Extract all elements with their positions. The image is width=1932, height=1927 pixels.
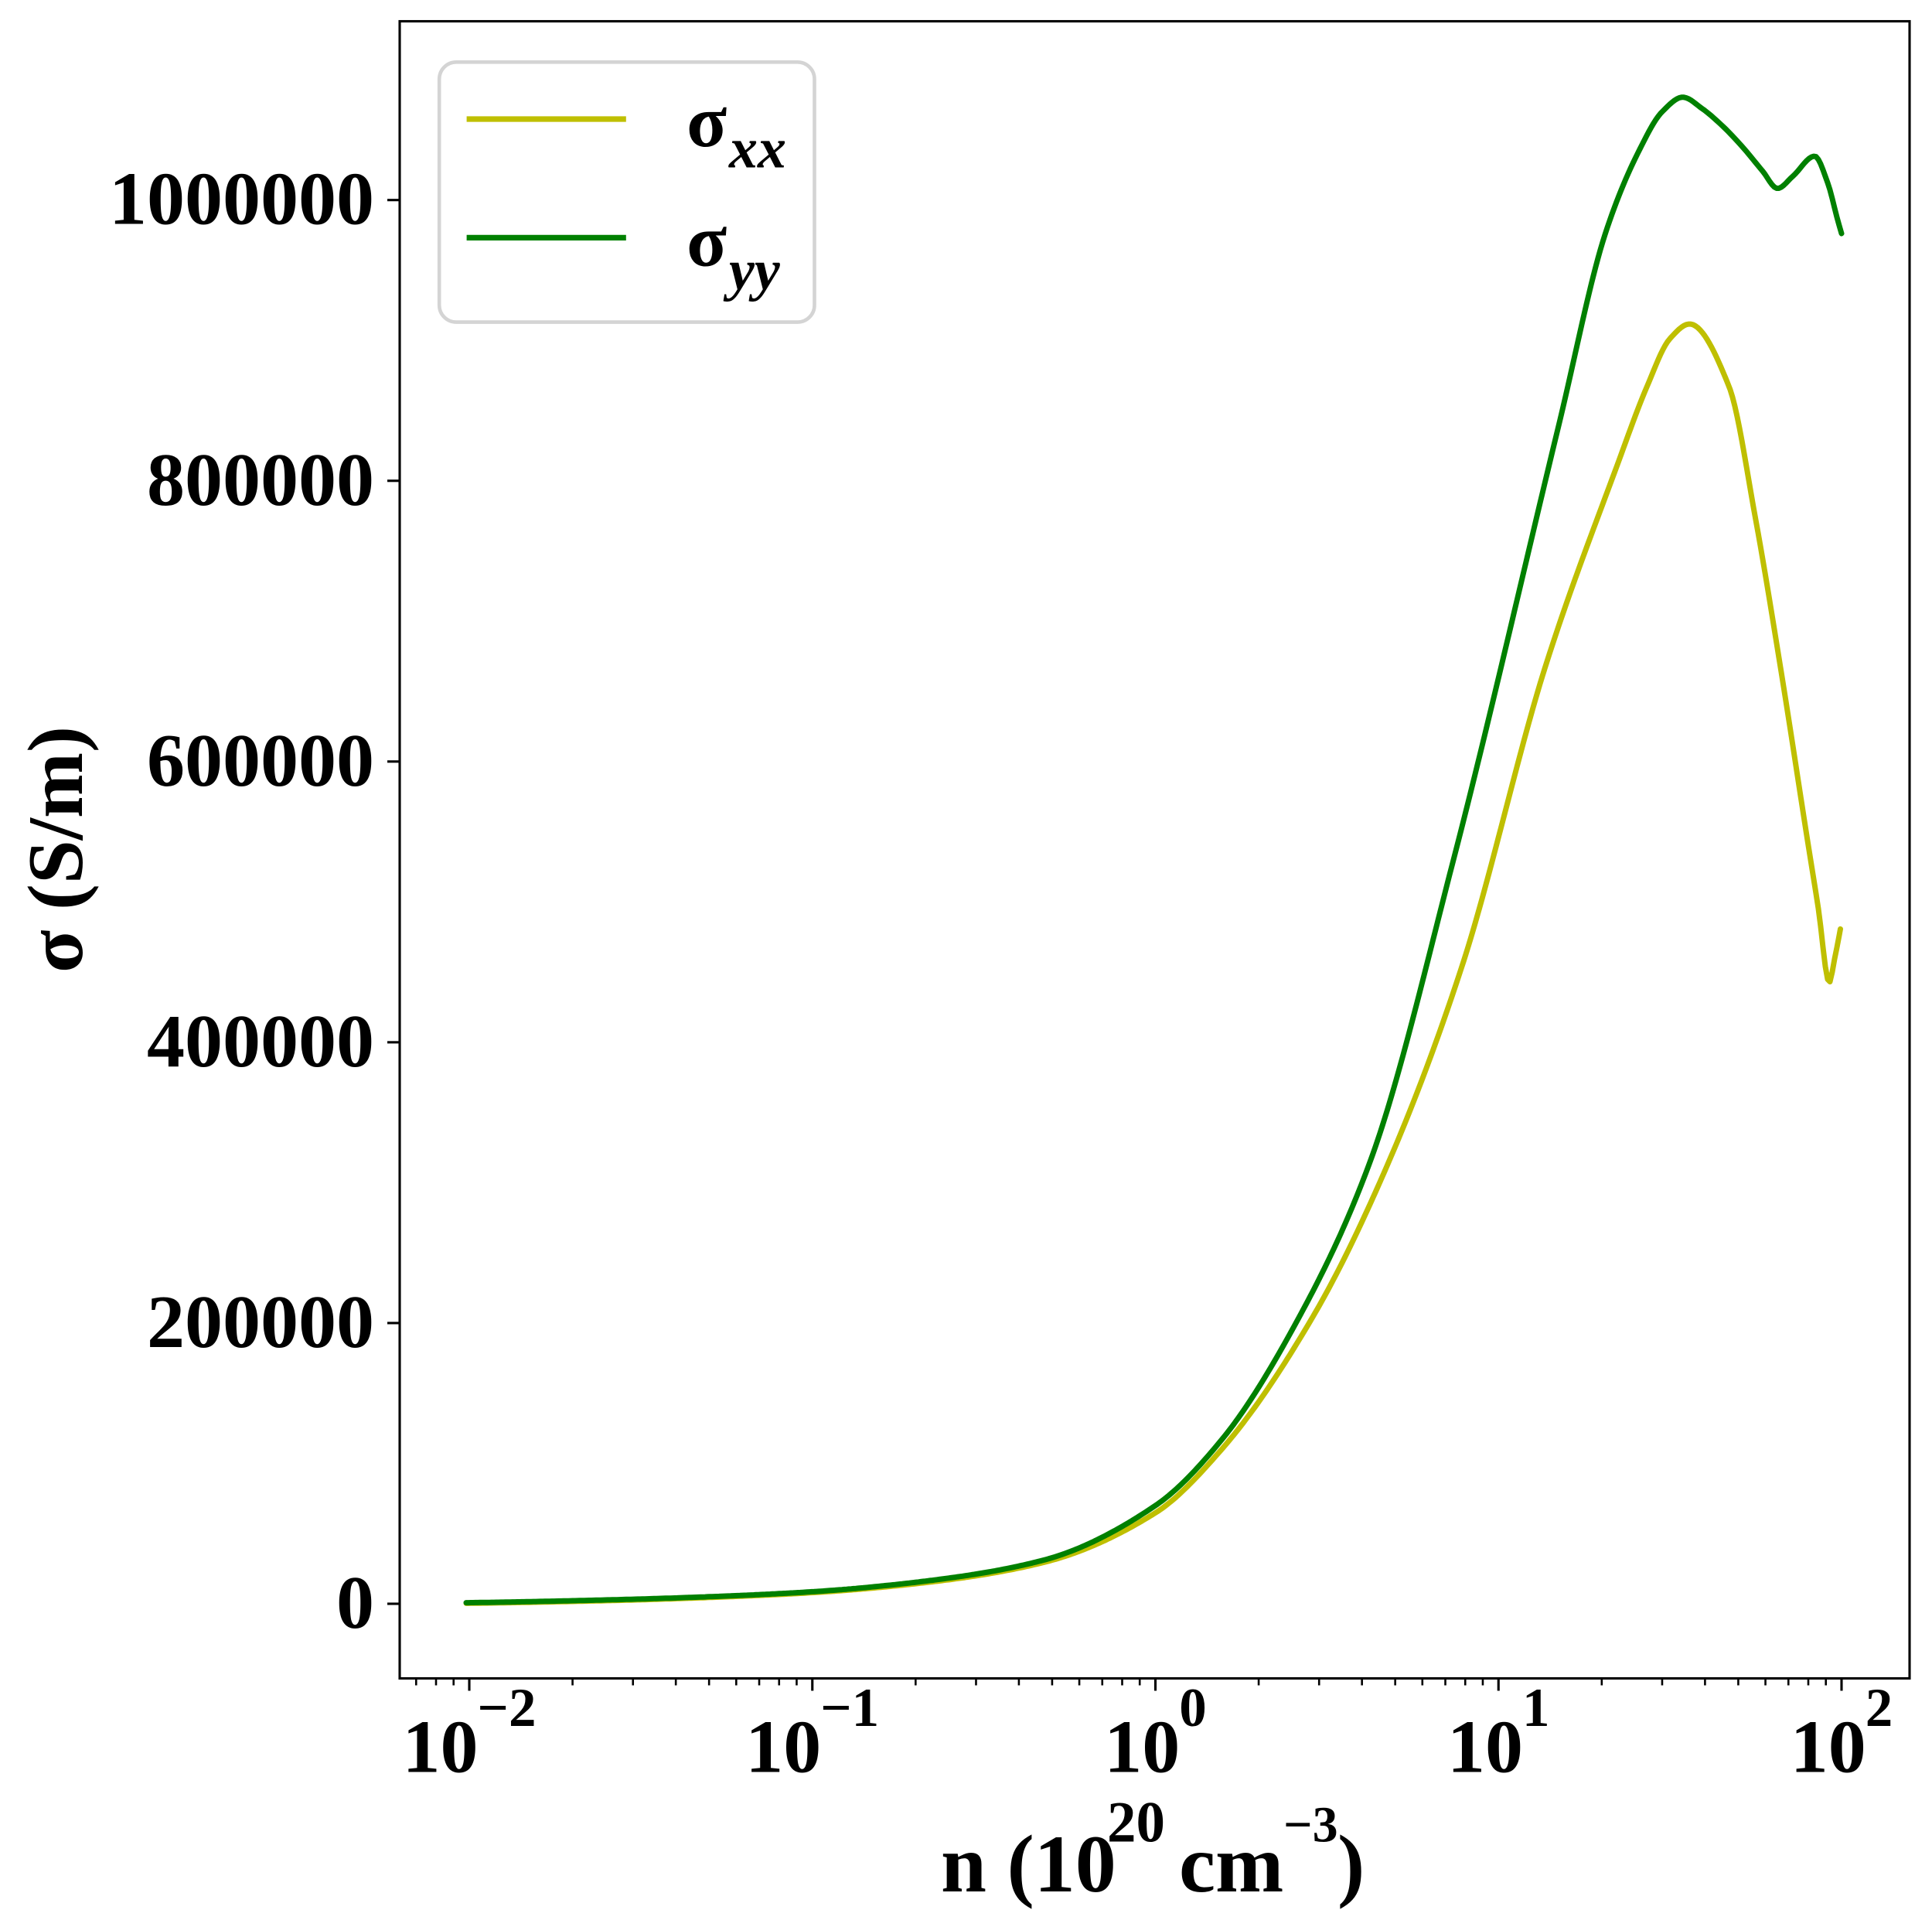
svg-text:200000: 200000 <box>147 1281 374 1364</box>
svg-text:2: 2 <box>1866 1678 1893 1738</box>
svg-text:20: 20 <box>1107 1791 1165 1855</box>
svg-text:−2: −2 <box>478 1678 537 1738</box>
svg-text:cm: cm <box>1179 1819 1283 1909</box>
svg-text:10: 10 <box>1104 1706 1180 1789</box>
svg-text:10: 10 <box>1791 1706 1866 1789</box>
svg-text:−3: −3 <box>1283 1797 1338 1854</box>
svg-text:1: 1 <box>1522 1678 1550 1738</box>
svg-text:σ: σ <box>687 80 727 162</box>
svg-text:xx: xx <box>728 117 786 180</box>
svg-text:1000000: 1000000 <box>109 158 374 241</box>
svg-text:n (10: n (10 <box>941 1819 1116 1909</box>
svg-text:−1: −1 <box>820 1678 879 1738</box>
svg-text:10: 10 <box>403 1706 479 1789</box>
svg-text:10: 10 <box>1447 1706 1523 1789</box>
svg-text:800000: 800000 <box>147 438 374 522</box>
svg-text:yy: yy <box>723 239 781 302</box>
svg-text:): ) <box>1337 1819 1365 1909</box>
svg-text:0: 0 <box>1179 1678 1207 1738</box>
svg-text:0: 0 <box>336 1561 374 1645</box>
svg-text:400000: 400000 <box>147 1000 374 1083</box>
svg-text:σ (S/m): σ (S/m) <box>12 726 100 973</box>
svg-text:σ: σ <box>687 199 727 281</box>
svg-text:600000: 600000 <box>147 719 374 803</box>
svg-text:10: 10 <box>745 1706 821 1789</box>
